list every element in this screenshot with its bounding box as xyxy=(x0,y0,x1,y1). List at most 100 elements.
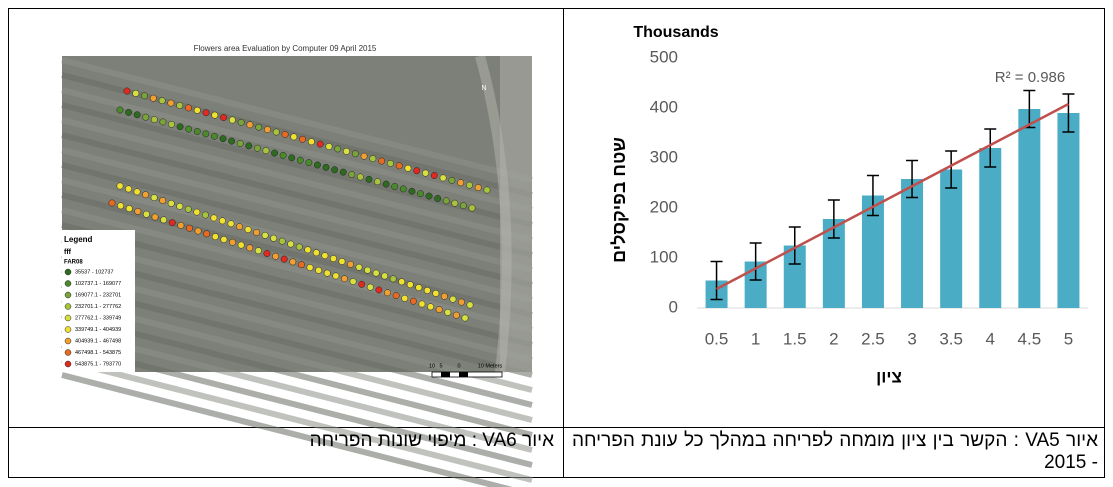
flower-dot xyxy=(125,186,131,192)
flower-dot xyxy=(441,293,447,299)
flower-dot xyxy=(331,167,337,173)
flower-dot xyxy=(117,107,123,113)
flower-dot xyxy=(253,229,259,235)
chart: Thousands שטח בפיקסלים ציון 010020030040… xyxy=(609,24,1088,386)
flower-dot xyxy=(452,200,458,206)
flower-dot xyxy=(373,270,379,276)
y-tick-label: 300 xyxy=(650,147,678,166)
flower-dot xyxy=(460,202,466,208)
flower-dot xyxy=(313,250,319,256)
flower-dot xyxy=(289,155,295,161)
flower-dot xyxy=(352,151,358,157)
legend-label: 102737.1 - 169077 xyxy=(75,281,121,287)
legend-label: 467498.1 - 543875 xyxy=(75,350,121,356)
x-tick-label: 5 xyxy=(1064,329,1073,348)
flower-dot xyxy=(142,192,148,198)
flower-dot xyxy=(211,215,217,221)
legend-swatch xyxy=(65,269,71,275)
flower-dot xyxy=(453,312,459,318)
bar xyxy=(1057,113,1079,308)
flower-dot xyxy=(409,188,415,194)
flower-dot xyxy=(436,306,442,312)
flower-dot xyxy=(330,255,336,261)
flower-dot xyxy=(445,309,451,315)
flower-dot xyxy=(433,290,439,296)
flower-dot xyxy=(387,160,393,166)
trendline xyxy=(717,104,1069,289)
flower-dot xyxy=(469,205,475,211)
flower-dot xyxy=(358,281,364,287)
flower-dot xyxy=(203,110,209,116)
flower-dot xyxy=(141,93,147,99)
flower-dot xyxy=(117,203,123,209)
r-squared: R² = 0.986 xyxy=(995,69,1065,86)
flower-dot xyxy=(229,239,235,245)
bar xyxy=(979,148,1001,308)
x-tick-label: 4 xyxy=(986,329,995,348)
flower-dot xyxy=(475,184,481,190)
flower-dot xyxy=(212,112,218,118)
flower-dot xyxy=(378,158,384,164)
flower-dot xyxy=(307,264,313,270)
map-image: Flowers area Evaluation by Computer 09 A… xyxy=(62,42,532,487)
flower-dot xyxy=(314,162,320,168)
legend-field: FAR08 xyxy=(64,260,83,266)
flower-dot xyxy=(322,252,328,258)
flower-dot xyxy=(185,206,191,212)
flower-dot xyxy=(125,109,131,115)
flower-dot xyxy=(367,284,373,290)
legend-label: 232701.1 - 277762 xyxy=(75,304,121,310)
flower-dot xyxy=(273,129,279,135)
flower-dot xyxy=(194,128,200,134)
flower-dot xyxy=(381,273,387,279)
flower-dot xyxy=(299,136,305,142)
flower-dot xyxy=(194,209,200,215)
flower-dot xyxy=(384,290,390,296)
scale-bar-segment xyxy=(441,372,450,377)
flower-dot xyxy=(228,138,234,144)
flower-dot xyxy=(185,126,191,132)
flower-dot xyxy=(364,267,370,273)
flower-dot xyxy=(246,143,252,149)
flower-dot xyxy=(204,231,210,237)
flower-dot xyxy=(466,182,472,188)
flower-dot xyxy=(135,208,141,214)
scale-label: 10 xyxy=(429,363,435,369)
legend-label: 339749.1 - 404939 xyxy=(75,327,121,333)
legend-swatch xyxy=(65,281,71,287)
y-tick-label: 200 xyxy=(650,197,678,216)
flower-dot xyxy=(263,147,269,153)
legend-swatch xyxy=(65,292,71,298)
flower-dot xyxy=(335,146,341,152)
flower-dot xyxy=(238,242,244,248)
x-axis-title: ציון xyxy=(876,367,902,386)
flower-dot xyxy=(370,155,376,161)
flower-dot xyxy=(305,247,311,253)
flower-dot xyxy=(194,107,200,113)
map-title: Flowers area Evaluation by Computer 09 A… xyxy=(194,44,377,53)
flower-dot xyxy=(281,256,287,262)
flower-dot xyxy=(366,176,372,182)
flower-dot xyxy=(212,233,218,239)
caption: איור VA5 : הקשר בין ציון מומחה לפריחה במ… xyxy=(572,430,1098,474)
flower-dot xyxy=(221,236,227,242)
flower-dot xyxy=(440,175,446,181)
flower-dot xyxy=(134,112,140,118)
legend-swatch xyxy=(65,304,71,310)
flower-dot xyxy=(178,222,184,228)
flower-dot xyxy=(186,225,192,231)
flower-dot xyxy=(255,247,261,253)
flower-dot xyxy=(417,190,423,196)
flower-dot xyxy=(343,148,349,154)
flower-dot xyxy=(306,159,312,165)
flower-dot xyxy=(422,170,428,176)
x-tick-label: 0.5 xyxy=(705,329,729,348)
scale-bar-segment xyxy=(459,372,468,377)
x-tick-label: 3.5 xyxy=(939,329,963,348)
flower-dot xyxy=(124,88,130,94)
flower-dot xyxy=(326,143,332,149)
flower-dot xyxy=(150,95,156,101)
flower-dot xyxy=(317,141,323,147)
flower-dot xyxy=(484,187,490,193)
flower-dot xyxy=(229,117,235,123)
